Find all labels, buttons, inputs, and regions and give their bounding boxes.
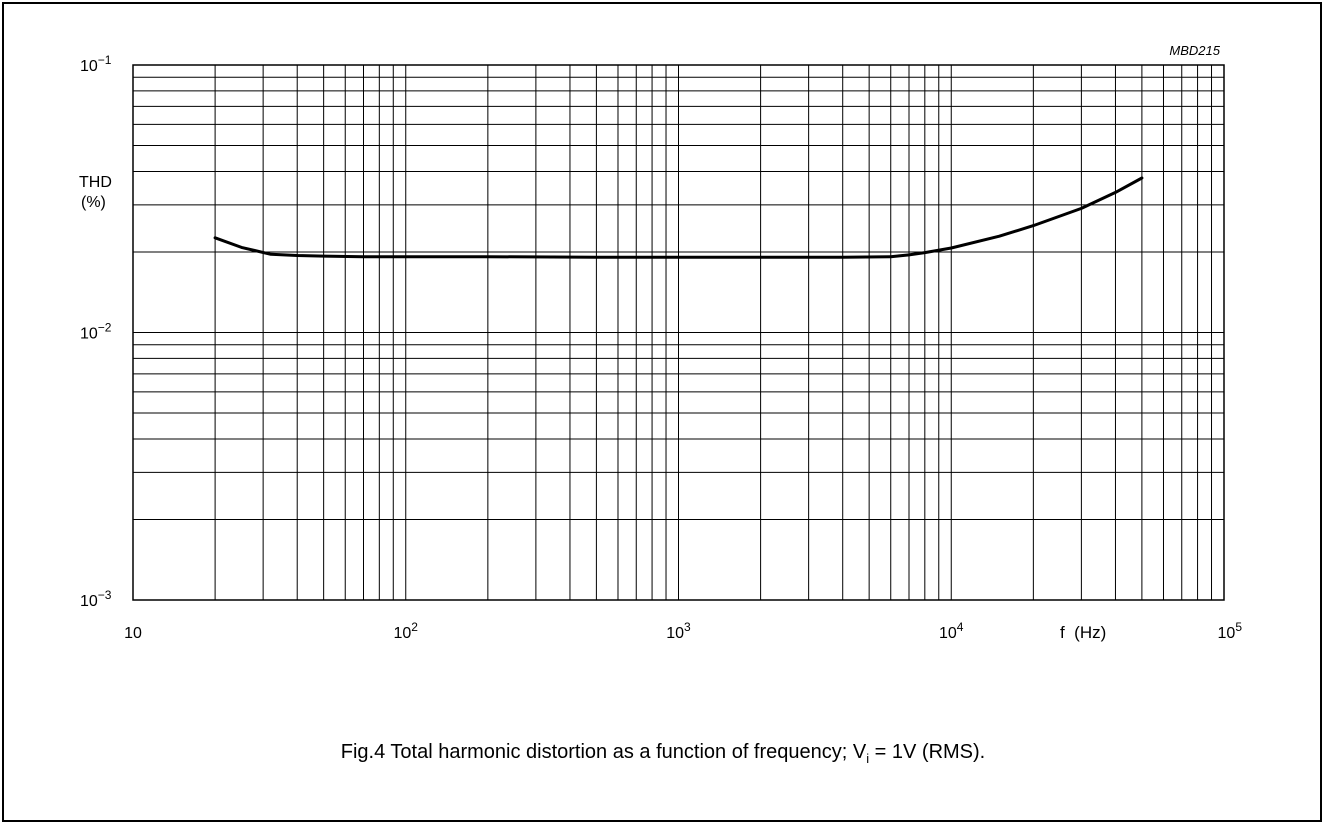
y-axis-label-line1: THD [79, 174, 112, 191]
x-tick-label: 10 [124, 625, 142, 642]
y-tick-label: 10−1 [80, 53, 112, 75]
chart-code: MBD215 [1169, 43, 1220, 58]
y-tick-label: 10−3 [80, 588, 112, 610]
grid [133, 65, 1224, 600]
x-tick-label: 105 [1218, 620, 1243, 642]
x-tick-label: 102 [394, 620, 419, 642]
y-tick-labels: 10−1 10−2 10−3 [80, 53, 112, 610]
thd-curve [213, 176, 1144, 259]
x-tick-label: 104 [939, 620, 964, 642]
x-tick-label: 103 [666, 620, 691, 642]
y-tick-label: 10−2 [80, 321, 112, 343]
x-axis-label: f (Hz) [1060, 623, 1106, 642]
plot-border [132, 64, 1225, 601]
y-axis-label-line2: (%) [81, 194, 106, 211]
caption-suffix: = 1V (RMS). [869, 741, 986, 763]
caption-prefix: Fig.4 Total harmonic distortion as a fun… [340, 741, 867, 763]
figure-caption: Fig.4 Total harmonic distortion as a fun… [0, 741, 1326, 766]
caption-subscript: i [866, 751, 870, 766]
x-tick-labels: 10 102 103 104 105 [124, 620, 1242, 642]
